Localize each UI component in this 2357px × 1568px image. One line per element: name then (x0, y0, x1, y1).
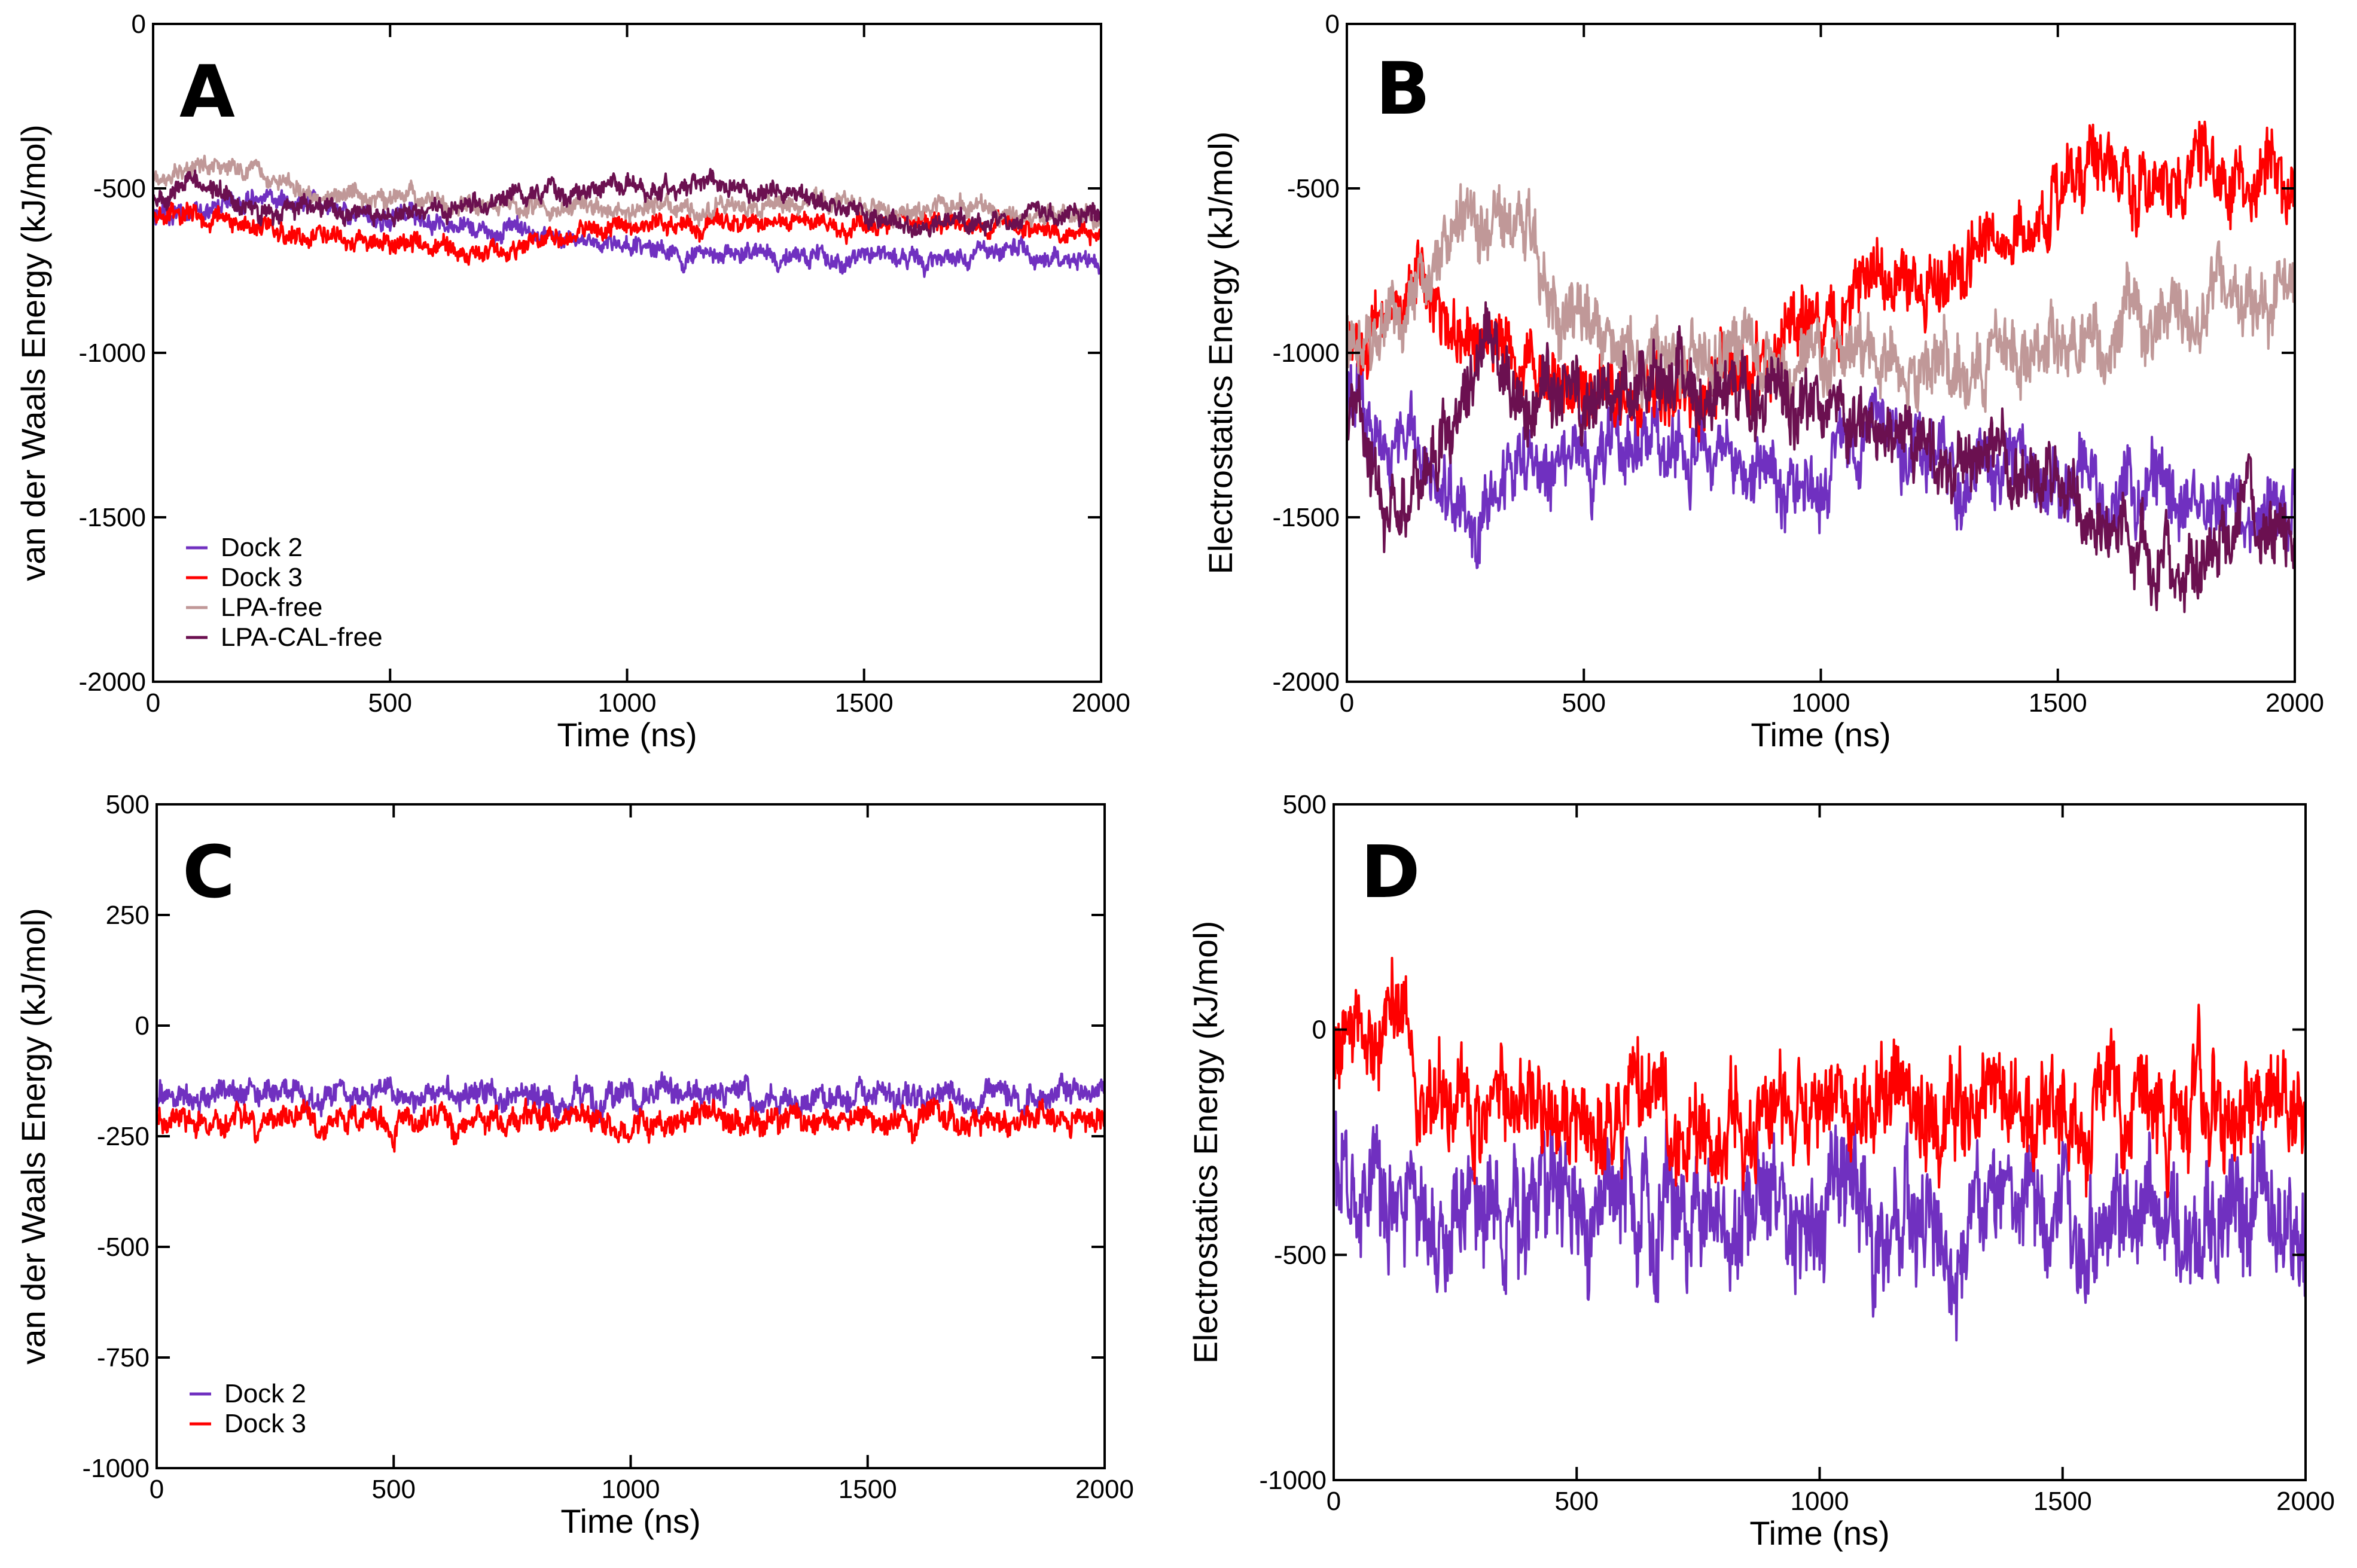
series-line-lpa-cal-free (1347, 301, 2295, 614)
x-axis-title: Time (ns) (557, 716, 697, 754)
y-tick-label: -1000 (1259, 1466, 1327, 1495)
x-axis-title: Time (ns) (1749, 1514, 1889, 1552)
x-tick-label: 2000 (1072, 688, 1130, 718)
legend-label: Dock 2 (224, 1379, 306, 1408)
x-tick-label: 500 (1555, 1487, 1599, 1516)
x-tick-label: 1000 (1792, 688, 1850, 718)
y-tick-label: -1000 (82, 1454, 150, 1483)
y-tick-label: -500 (97, 1233, 150, 1262)
x-tick-label: 1500 (2033, 1487, 2092, 1516)
legend-label: Dock 3 (224, 1409, 306, 1438)
y-tick-label: 0 (135, 1011, 150, 1041)
x-tick-label: 500 (368, 688, 412, 718)
legend-label: Dock 3 (221, 563, 303, 592)
panel-c: 0 500 1000 1500 2000 500 250 0 -250 -500 -750 -1000… (14, 790, 1134, 1540)
series-line-lpa-free (1347, 183, 2295, 422)
x-tick-label: 500 (1562, 688, 1606, 718)
x-tick-label: 2000 (2265, 688, 2324, 718)
y-tick-label: 0 (1325, 10, 1340, 39)
series-line-dock-2 (1334, 1111, 2306, 1342)
legend-label: LPA-free (221, 593, 322, 622)
x-tick-label: 0 (1340, 688, 1354, 718)
panel-letter: D (1361, 831, 1420, 914)
panel-letter: A (179, 51, 235, 134)
y-tick-label: -500 (93, 174, 146, 203)
y-tick-label: -750 (97, 1343, 150, 1372)
x-axis-title: Time (ns) (1751, 716, 1891, 754)
y-axis-title: Electrostatics Energy (kJ/mol) (1202, 132, 1239, 575)
y-axis-title: van der Waals Energy (kJ/mol) (14, 124, 52, 581)
series-group (1347, 120, 2295, 614)
y-tick-label: 0 (1312, 1015, 1327, 1045)
y-tick-label: -1500 (1272, 503, 1340, 532)
x-tick-label: 2000 (2276, 1487, 2335, 1516)
y-tick-label: 500 (1283, 790, 1327, 819)
panel-letter: B (1376, 48, 1430, 131)
y-tick-label: -500 (1287, 174, 1340, 203)
series-group (1334, 957, 2306, 1342)
y-tick-label: -1000 (1272, 338, 1340, 368)
y-tick-label: -250 (97, 1122, 150, 1151)
y-tick-label: -2000 (78, 667, 146, 697)
x-tick-label: 1000 (598, 688, 657, 718)
panel-a: 0 500 1000 1500 2000 0 -500 -1000 -1500 -2000 Time… (14, 10, 1130, 754)
panel-letter: C (182, 831, 235, 914)
y-tick-label: -1000 (78, 338, 146, 368)
series-group (157, 1071, 1105, 1153)
series-line-lpa-cal-free (153, 167, 1101, 239)
y-tick-label: 250 (106, 901, 150, 930)
x-tick-label: 0 (1327, 1487, 1341, 1516)
x-tick-label: 1500 (835, 688, 894, 718)
series-line-dock-2 (157, 1071, 1105, 1124)
series-group (153, 154, 1101, 278)
x-tick-label: 500 (372, 1475, 416, 1504)
x-tick-label: 1000 (602, 1475, 660, 1504)
y-axis-title: van der Waals Energy (kJ/mol) (14, 908, 52, 1365)
y-tick-label: 0 (132, 10, 146, 39)
series-line-dock-2 (1347, 362, 2295, 569)
series-line-dock-3 (1347, 120, 2295, 443)
x-tick-label: 1500 (2029, 688, 2087, 718)
y-tick-label: -2000 (1272, 667, 1340, 697)
legend-label: Dock 2 (221, 533, 303, 562)
y-tick-label: -1500 (78, 503, 146, 532)
x-axis-title: Time (ns) (560, 1502, 700, 1540)
x-tick-label: 1500 (838, 1475, 897, 1504)
series-line-dock-3 (1334, 957, 2306, 1198)
y-tick-label: 500 (106, 790, 150, 819)
x-tick-label: 0 (150, 1475, 164, 1504)
x-tick-label: 0 (146, 688, 160, 718)
y-axis-title: Electrostatics Energy (kJ/mol) (1187, 921, 1224, 1364)
series-line-dock-3 (157, 1097, 1105, 1153)
legend-label: LPA-CAL-free (221, 623, 383, 652)
series-line-lpa-free (153, 154, 1101, 230)
y-tick-label: -500 (1274, 1240, 1327, 1270)
panel-d: 0 500 1000 1500 2000 500 0 -500 -1000 Time (ns) El… (1187, 790, 2335, 1552)
x-tick-label: 1000 (1791, 1487, 1849, 1516)
panel-b: 0 500 1000 1500 2000 0 -500 -1000 -1500 -2000 Time… (1202, 10, 2324, 754)
x-tick-label: 2000 (1075, 1475, 1134, 1504)
